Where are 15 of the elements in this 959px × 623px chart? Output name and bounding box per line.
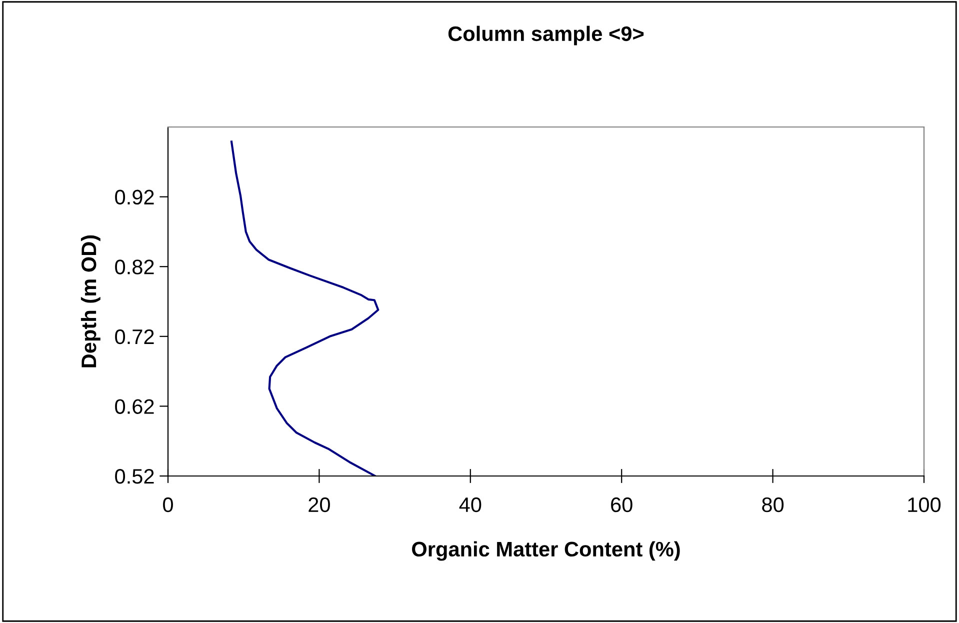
y-tick-label: 0.62 [115,399,154,414]
line-series [230,140,380,476]
y-tick-label: 0.92 [115,190,154,205]
x-tick-label: 80 [762,497,784,512]
y-tick-label: 0.72 [115,329,154,344]
x-tick-label: 100 [908,497,941,512]
x-tick-label: 40 [459,497,482,512]
chart-title: Column sample <9> [448,26,644,46]
x-tick-label: 60 [611,497,632,512]
x-axis-title: Organic Matter Content (%) [412,541,680,561]
y-tick-label: 0.52 [115,469,154,484]
x-tick-label: 20 [308,497,330,512]
x-tick-label: 0 [163,497,173,512]
y-axis-title: Depth (m OD) [80,235,100,368]
y-tick-label: 0.82 [115,260,154,274]
